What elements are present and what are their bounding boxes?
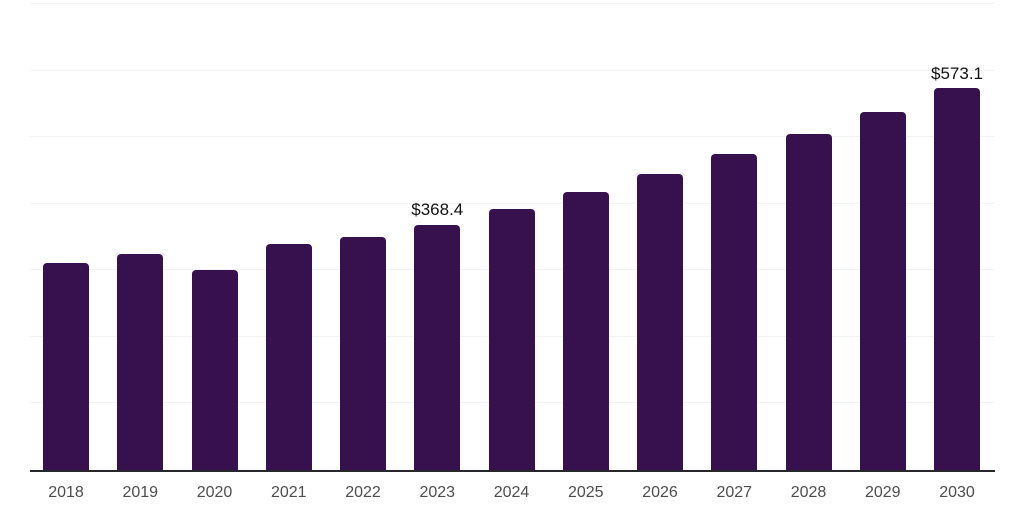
bar-column xyxy=(785,4,832,470)
x-tick-label: 2019 xyxy=(122,484,159,501)
bar-value-label: $368.4 xyxy=(411,200,464,220)
bar-value-label: $573.1 xyxy=(931,63,983,83)
plot-area: $368.4 $573.1 xyxy=(30,3,995,472)
x-tick-label: 2023 xyxy=(419,484,456,501)
bar xyxy=(934,88,980,470)
bar xyxy=(43,262,89,470)
x-tick-label: 2026 xyxy=(642,484,678,501)
bar-column xyxy=(43,4,89,470)
bar-column xyxy=(265,4,312,470)
x-tick-label: 2022 xyxy=(345,484,381,501)
bar-column xyxy=(488,4,535,470)
bar-column xyxy=(562,4,609,470)
gridline xyxy=(30,136,995,138)
bars-container: $368.4 $573.1 xyxy=(43,4,983,470)
x-tick-label: 2029 xyxy=(864,484,901,501)
bar xyxy=(711,154,758,470)
x-axis-tick-labels: 2018 2019 2020 2021 2022 2023 2024 2025 2026 2027… xyxy=(43,483,980,502)
bar xyxy=(637,173,683,470)
x-tick-label: 2020 xyxy=(196,484,233,501)
bar xyxy=(859,111,906,470)
bar xyxy=(488,209,535,470)
gridline xyxy=(30,69,995,71)
x-tick-label: 2021 xyxy=(270,484,307,501)
bar-column xyxy=(711,4,758,470)
x-tick-label: 2024 xyxy=(493,484,530,501)
bar xyxy=(562,191,609,470)
bar xyxy=(340,237,386,470)
x-tick-label: 2025 xyxy=(567,484,604,501)
bar-column: $573.1 xyxy=(931,4,983,470)
bar-column xyxy=(637,4,683,470)
bar-column xyxy=(117,4,164,470)
x-tick-label: 2028 xyxy=(790,484,827,501)
gridline xyxy=(30,202,995,204)
bar-column xyxy=(859,4,906,470)
bar xyxy=(191,270,238,470)
bar-column xyxy=(340,4,386,470)
bar xyxy=(414,224,461,470)
x-tick-label: 2018 xyxy=(48,484,84,501)
bar-column: $368.4 xyxy=(411,4,464,470)
bar xyxy=(117,254,164,470)
x-tick-label: 2027 xyxy=(716,484,753,501)
bar xyxy=(265,243,312,470)
bar xyxy=(785,133,832,470)
x-tick-label: 2030 xyxy=(939,484,975,501)
bar-column xyxy=(191,4,238,470)
